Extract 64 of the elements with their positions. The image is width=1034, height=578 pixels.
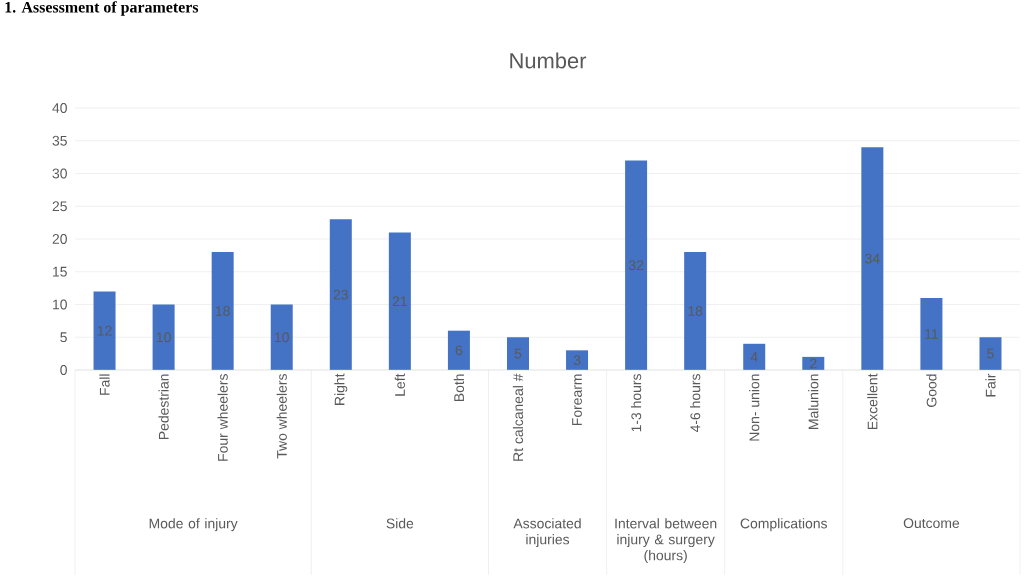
x-tick-label: Rt calcaneal # (512, 373, 524, 461)
x-tick-label: Forearm (572, 374, 582, 426)
bar (270, 304, 293, 370)
bar (447, 330, 470, 370)
bar (506, 337, 529, 370)
data-label: 6 (455, 345, 463, 356)
x-tick-label: Fall (99, 374, 110, 395)
bar (684, 252, 707, 370)
data-label: 12 (97, 325, 112, 336)
data-label: 3 (573, 355, 581, 366)
x-tick-label: Fair (985, 373, 996, 397)
y-tick-label: 30 (52, 168, 67, 179)
text: Associated injuries (513, 518, 581, 548)
x-tick-label: Right (334, 373, 348, 405)
data-label: 11 (925, 329, 938, 339)
y-tick-label: 5 (60, 332, 67, 343)
x-tick-label: Both (453, 374, 465, 402)
y-tick-label: 20 (52, 234, 67, 244)
x-tick-label: 1-3 hours (630, 374, 642, 432)
text: Outcome (903, 518, 960, 529)
data-label: 18 (688, 306, 703, 316)
data-label: 2 (810, 358, 817, 369)
data-label: 23 (333, 289, 348, 300)
bar (152, 304, 175, 370)
bar (625, 160, 648, 370)
x-tick-label: Good (926, 374, 937, 407)
bar (920, 297, 943, 370)
bar (211, 252, 234, 370)
x-tick-label: Non- union (749, 374, 760, 441)
x-tick-label: Four wheelers (217, 374, 228, 461)
text: Interval between injury & surgery (hours) (615, 518, 717, 564)
text: Mode of injury (149, 518, 238, 532)
bar (566, 350, 589, 370)
data-label: 18 (215, 306, 230, 316)
bar (743, 343, 766, 370)
data-label: 5 (514, 348, 522, 359)
x-tick-label: Malunion (808, 374, 819, 429)
chart-title: Number (510, 52, 587, 69)
x-tick-label: Pedestrian (158, 374, 169, 440)
y-tick-label: 40 (52, 103, 67, 113)
y-tick-label: 35 (52, 135, 67, 146)
data-label: 34 (865, 253, 880, 264)
x-tick-label: Left (394, 373, 405, 396)
text: Complications (740, 518, 828, 532)
x-tick-label: Excellent (867, 373, 878, 429)
bar (979, 337, 1002, 370)
y-tick-label: 15 (53, 266, 67, 277)
bar (388, 232, 411, 370)
bar (861, 147, 884, 370)
y-tick-label: 10 (53, 299, 67, 310)
y-tick-label: 0 (60, 365, 67, 375)
text: 1. Assessment of parameters (5, 1, 199, 16)
x-tick-label: 4-6 hours (690, 374, 701, 433)
bar (93, 291, 116, 370)
data-label: 21 (392, 296, 407, 307)
data-label: 10 (156, 332, 171, 343)
data-label: 32 (628, 260, 644, 271)
y-tick-label: 25 (52, 201, 67, 212)
bar (329, 219, 352, 370)
data-label: 10 (275, 332, 289, 343)
text: Side (386, 518, 414, 529)
x-tick-label: Two wheelers (276, 374, 287, 459)
data-label: 5 (987, 348, 994, 359)
data-label: 4 (750, 352, 758, 362)
